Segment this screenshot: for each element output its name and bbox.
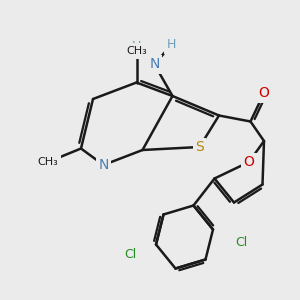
Text: CH₃: CH₃ (126, 46, 147, 56)
Text: O: O (244, 155, 254, 169)
Text: H: H (132, 40, 141, 53)
Text: Cl: Cl (236, 236, 247, 250)
Text: O: O (259, 86, 269, 100)
Text: N: N (149, 58, 160, 71)
Text: N: N (98, 158, 109, 172)
Text: CH₃: CH₃ (38, 157, 58, 167)
Text: H: H (166, 38, 176, 52)
Text: CH₃: CH₃ (126, 46, 147, 56)
Text: S: S (195, 140, 204, 154)
Text: Cl: Cl (124, 248, 136, 262)
